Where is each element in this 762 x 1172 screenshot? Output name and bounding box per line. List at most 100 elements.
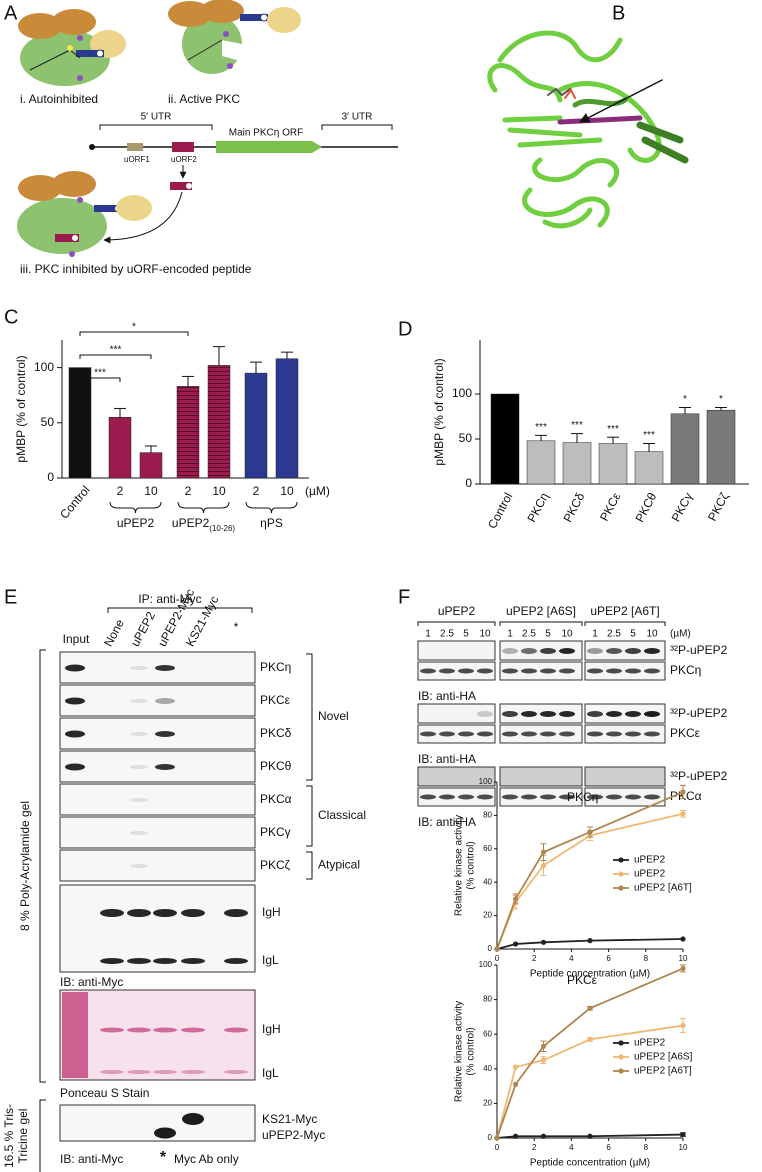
band [540, 711, 556, 717]
band [100, 1027, 124, 1033]
row-label: PKCδ [260, 726, 292, 740]
gel-label: Tricine gel [16, 1109, 30, 1164]
significance-bracket [79, 354, 152, 359]
significance-label: *** [94, 368, 106, 379]
band [477, 711, 493, 717]
strip-label: PKCη [670, 663, 701, 677]
group-label: ηPS [260, 516, 283, 530]
band [625, 648, 641, 654]
point [513, 1133, 519, 1139]
x-tick-label: 10 [679, 1143, 688, 1152]
band [644, 794, 660, 800]
conc-label: 1 [425, 629, 431, 640]
uorf-label: uORF1 [124, 155, 150, 164]
band [606, 794, 622, 800]
band [540, 794, 556, 800]
x-tick-label: Control [485, 490, 516, 531]
conc-label: 5 [463, 629, 469, 640]
point [513, 896, 519, 902]
gel-label: 8 % Poly-Acrylamide gel [18, 801, 32, 931]
c2-domain [267, 7, 301, 33]
band [644, 711, 660, 717]
blot-strip [59, 849, 256, 882]
stain-label: Ponceau S Stain [60, 1086, 149, 1100]
error-bar [679, 407, 691, 414]
band-label: KS21-Myc [262, 1112, 317, 1126]
significance-label: * [132, 322, 136, 333]
conc-label: 2.5 [440, 629, 454, 640]
peptide [55, 234, 79, 242]
y-tick-label: 60 [483, 844, 492, 853]
x-tick-label: Control [57, 483, 93, 522]
band [181, 909, 205, 917]
conc-label: 5 [630, 629, 636, 640]
band [65, 697, 85, 705]
point [587, 938, 593, 944]
peptide [170, 182, 192, 190]
legend-marker [618, 885, 624, 891]
band [153, 1027, 177, 1033]
lane-label: uPEP2 [128, 609, 158, 649]
band [65, 730, 85, 738]
row-label: PKCε [260, 693, 291, 707]
strip-label: ³²P-uPEP2 [670, 769, 728, 783]
chart-title: PKCη [567, 790, 598, 804]
band [587, 668, 603, 674]
band [521, 668, 537, 674]
blot-f: uPEP2 1 2.5 5 10 uPEP2 [A6S] 1 2.5 5 10 uPEP2 [A6T… [417, 604, 728, 829]
error-bar [607, 436, 619, 444]
band [502, 648, 518, 654]
y-axis-label: Relative kinase activity [454, 1001, 465, 1102]
band [153, 958, 177, 964]
error-bar [535, 434, 547, 441]
significance-label: *** [571, 420, 583, 431]
group-label: uPEP2 [A6S] [506, 604, 576, 618]
band [181, 1070, 205, 1074]
row-label: PKCζ [260, 858, 291, 872]
point [540, 939, 547, 945]
ib-label: IB: anti-HA [418, 815, 476, 829]
ib-label: IB: anti-Myc [60, 975, 123, 989]
panel-letter: C [4, 306, 18, 328]
row-label: PKCα [260, 792, 292, 806]
band [559, 731, 575, 737]
band [477, 668, 493, 674]
y-tick-label: 50 [41, 415, 55, 429]
band [606, 668, 622, 674]
band [540, 648, 556, 654]
band [127, 909, 151, 917]
legend-marker [618, 1068, 624, 1074]
ribbon [487, 63, 563, 103]
band [130, 831, 148, 835]
site [67, 45, 73, 51]
conc-label: 2.5 [522, 629, 536, 640]
band [224, 1027, 248, 1033]
bar [275, 358, 299, 479]
panel-letter: D [398, 318, 412, 340]
band [559, 794, 575, 800]
band [606, 731, 622, 737]
significance-label: *** [110, 345, 122, 356]
error-bar [114, 407, 126, 418]
point [540, 1057, 547, 1063]
lane-label: None [101, 617, 127, 649]
panel-letter: E [4, 586, 17, 608]
band [224, 958, 248, 964]
legend-label: uPEP2 [634, 1038, 666, 1049]
significance-label: *** [607, 424, 619, 435]
panel-letter: F [398, 586, 410, 608]
band [100, 909, 124, 917]
y-axis-label: (% control) [466, 841, 477, 889]
significance-label: *** [643, 430, 655, 441]
note-label: Myc Ab only [174, 1152, 239, 1166]
bar [562, 442, 592, 485]
error-bar [182, 375, 194, 387]
point [680, 1022, 686, 1029]
band [153, 909, 177, 917]
bar [244, 372, 268, 479]
ribbon [636, 121, 689, 164]
x-tick-label: PKCη [524, 490, 551, 524]
band [181, 1027, 205, 1033]
point [540, 1043, 547, 1049]
group-brace [109, 501, 162, 514]
